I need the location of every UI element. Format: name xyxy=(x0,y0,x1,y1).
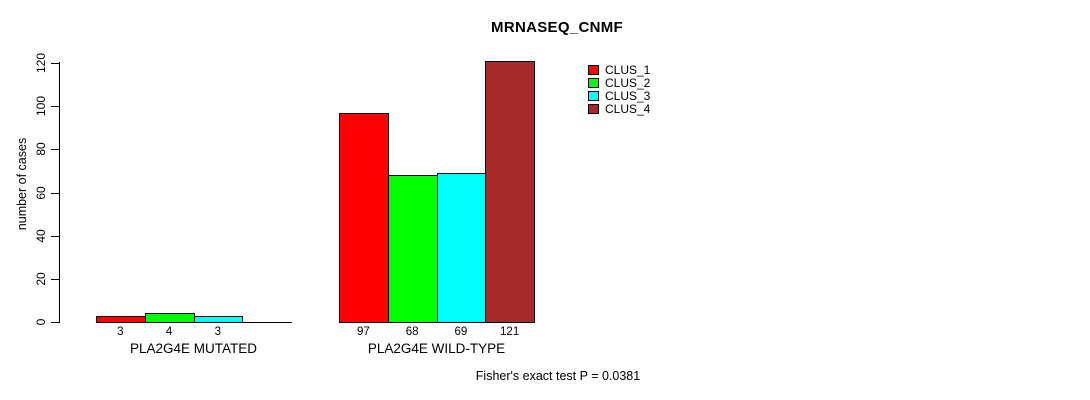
y-tick-mark xyxy=(51,278,59,280)
legend-swatch-clus_3 xyxy=(588,90,599,101)
bar-clus_1-group1 xyxy=(96,315,146,323)
bar-clus_4-group1-zero xyxy=(242,322,292,323)
chart-title: MRNASEQ_CNMF xyxy=(491,19,623,36)
legend-item-clus_3: CLUS_3 xyxy=(588,89,651,103)
x-category-label: PLA2G4E MUTATED xyxy=(129,341,258,356)
y-tick-label: 100 xyxy=(34,96,48,117)
y-tick-mark xyxy=(51,322,59,323)
legend-item-clus_4: CLUS_4 xyxy=(588,101,651,116)
bar-clus_3-group2 xyxy=(436,173,487,323)
bar-clus_4-group2 xyxy=(485,60,535,323)
y-tick-mark xyxy=(51,106,59,108)
bar-clus_2-group2 xyxy=(387,175,438,323)
bar-clus_2-group1 xyxy=(144,313,195,323)
bar-clus_3-group1 xyxy=(193,315,244,323)
y-tick-label: 60 xyxy=(34,185,48,200)
legend-swatch-clus_4 xyxy=(588,103,599,114)
legend-label: CLUS_1 xyxy=(605,63,651,78)
legend-label: CLUS_2 xyxy=(605,76,651,91)
bar-value-label: 68 xyxy=(405,326,419,338)
y-tick-mark xyxy=(51,235,59,237)
legend-label: CLUS_3 xyxy=(605,89,651,103)
bar-value-label: 69 xyxy=(454,326,468,338)
y-tick-label: 20 xyxy=(34,272,48,286)
y-tick-mark xyxy=(51,149,59,151)
y-tick-label: 40 xyxy=(34,228,48,243)
y-tick-mark xyxy=(51,192,59,194)
bar-value-label: 4 xyxy=(165,326,173,338)
y-axis-line xyxy=(59,62,60,323)
bar-clus_1-group2 xyxy=(339,112,389,323)
y-axis-title: number of cases xyxy=(15,137,29,231)
x-category-label: PLA2G4E WILD-TYPE xyxy=(367,341,506,356)
y-tick-label: 0 xyxy=(34,318,48,326)
legend: CLUS_1 CLUS_2 CLUS_3 CLUS_4 xyxy=(588,63,651,116)
legend-swatch-clus_1 xyxy=(588,65,599,76)
legend-item-clus_2: CLUS_2 xyxy=(588,76,651,91)
y-tick-label: 80 xyxy=(34,142,48,157)
legend-swatch-clus_2 xyxy=(588,78,599,89)
bar-value-label: 121 xyxy=(500,326,520,338)
fisher-test-annotation: Fisher's exact test P = 0.0381 xyxy=(475,369,641,383)
bar-value-label: 3 xyxy=(214,326,222,338)
bar-value-label: 3 xyxy=(117,326,124,338)
legend-item-clus_1: CLUS_1 xyxy=(588,63,651,78)
y-tick-label: 120 xyxy=(34,52,48,74)
legend-label: CLUS_4 xyxy=(605,101,651,116)
y-tick-mark xyxy=(51,63,59,64)
bar-value-label: 97 xyxy=(356,326,370,338)
